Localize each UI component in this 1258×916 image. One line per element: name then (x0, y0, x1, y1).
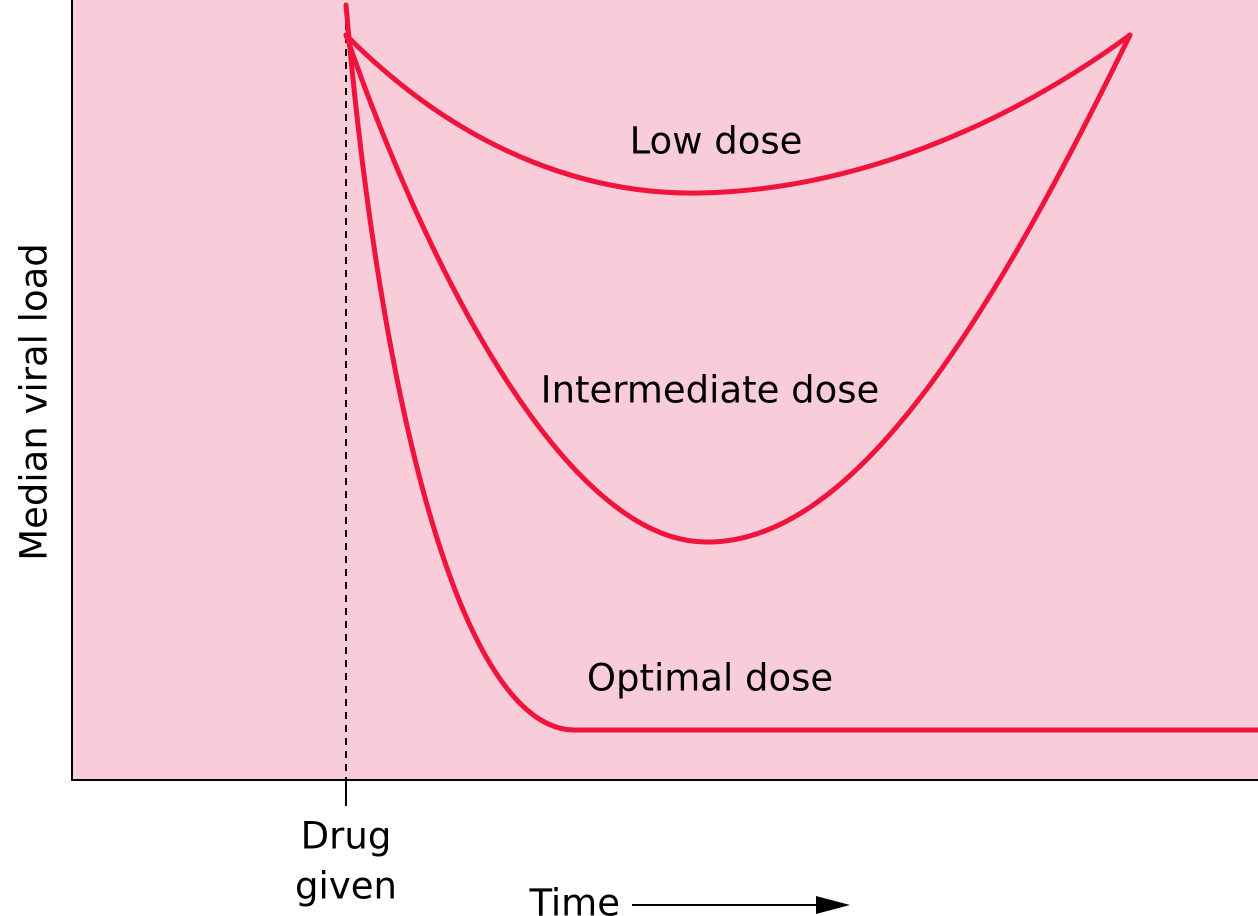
x-axis-label: Time (528, 882, 620, 916)
intermediate-dose-curve (343, 32, 1133, 545)
curve-label: Low dose (630, 120, 803, 163)
curve-label: Intermediate dose (541, 369, 880, 412)
low-dose-curve (343, 32, 1133, 196)
marker-label: given (295, 865, 397, 908)
time-arrow-head (816, 896, 850, 914)
optimal-dose-curve (343, 2, 1258, 733)
plot-background (72, 0, 1258, 780)
y-axis-label: Median viral load (13, 243, 56, 561)
marker-label: Drug (301, 815, 392, 858)
curve-label: Optimal dose (587, 657, 833, 700)
